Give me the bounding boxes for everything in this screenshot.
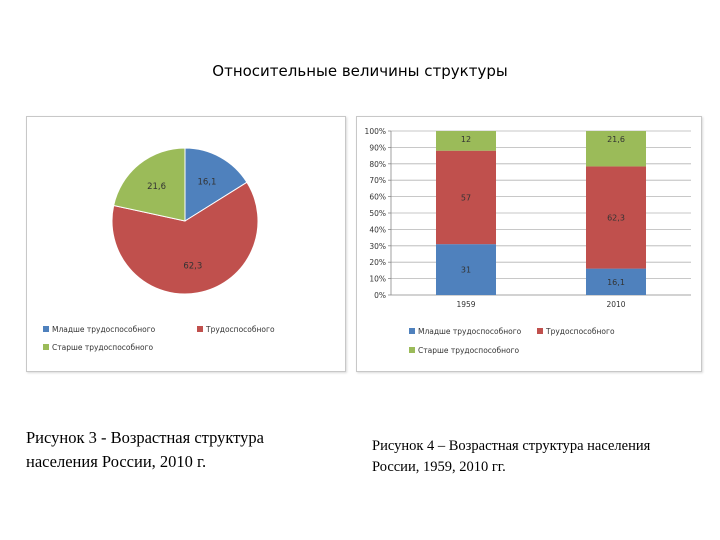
bar-segment-label: 12 xyxy=(461,135,471,144)
x-tick-label: 1959 xyxy=(456,300,475,309)
y-tick-label: 90% xyxy=(369,143,386,152)
legend-entry: Младше трудоспособного xyxy=(418,327,522,336)
legend-swatch xyxy=(537,328,543,334)
y-tick-label: 80% xyxy=(369,160,386,169)
legend-swatch xyxy=(409,347,415,353)
bar-segment-label: 31 xyxy=(461,266,471,275)
legend-entry: Младше трудоспособного xyxy=(52,325,156,334)
bar-segment xyxy=(436,150,496,245)
y-tick-label: 0% xyxy=(374,291,386,300)
page-title: Относительные величины структуры xyxy=(212,62,508,80)
y-tick-label: 40% xyxy=(369,225,386,234)
pie-slice-label: 16,1 xyxy=(197,177,216,187)
legend-swatch xyxy=(409,328,415,334)
legend-entry: Старше трудоспособного xyxy=(52,343,154,352)
bar-segment xyxy=(436,244,496,295)
bar-segment-label: 57 xyxy=(461,193,471,202)
legend-entry: Трудоспособного xyxy=(205,325,275,334)
y-tick-label: 50% xyxy=(369,209,386,218)
figure4-caption: Рисунок 4 – Возрастная структура населен… xyxy=(372,438,651,475)
pie-slice-label: 21,6 xyxy=(147,182,166,192)
legend-swatch xyxy=(43,326,49,332)
pie-slice xyxy=(111,181,259,295)
bar-segment xyxy=(586,166,646,269)
bar-segment xyxy=(586,131,646,167)
pie-slice-label: 62,3 xyxy=(183,262,202,272)
bar-segment xyxy=(586,268,646,295)
pie-slice xyxy=(184,147,248,222)
y-tick-label: 10% xyxy=(369,275,386,284)
bar-segment xyxy=(436,131,496,151)
pie-slice xyxy=(113,147,186,222)
bar-segment-label: 62,3 xyxy=(607,214,625,223)
y-tick-label: 30% xyxy=(369,242,386,251)
y-tick-label: 70% xyxy=(369,176,386,185)
legend-swatch xyxy=(43,344,49,350)
y-tick-label: 60% xyxy=(369,193,386,202)
y-tick-label: 100% xyxy=(365,127,386,136)
bar-segment-label: 21,6 xyxy=(607,135,625,144)
pie-chart-panel: 16,1 62,3 21,6 Младше трудоспособного Трудос… xyxy=(26,116,346,372)
legend-swatch xyxy=(197,326,203,332)
pie-chart: 16,1 62,3 21,6 Младше трудоспособного Трудос… xyxy=(43,147,275,352)
stacked-bar-chart: 0% 10% 20% 30% 40% 50% 60% 70% 80% 90% 100% 31 57 12 1… xyxy=(365,127,691,355)
y-tick-label: 20% xyxy=(369,258,386,267)
x-tick-label: 2010 xyxy=(606,300,625,309)
figure3-caption: Рисунок 3 - Возрастная структура населен… xyxy=(26,428,264,471)
legend-entry: Трудоспособного xyxy=(545,327,615,336)
stacked-bar-chart-panel: 0% 10% 20% 30% 40% 50% 60% 70% 80% 90% 100% 31 57 12 1… xyxy=(356,116,702,372)
legend-entry: Старше трудоспособного xyxy=(418,346,520,355)
bar-segment-label: 16,1 xyxy=(607,278,625,287)
